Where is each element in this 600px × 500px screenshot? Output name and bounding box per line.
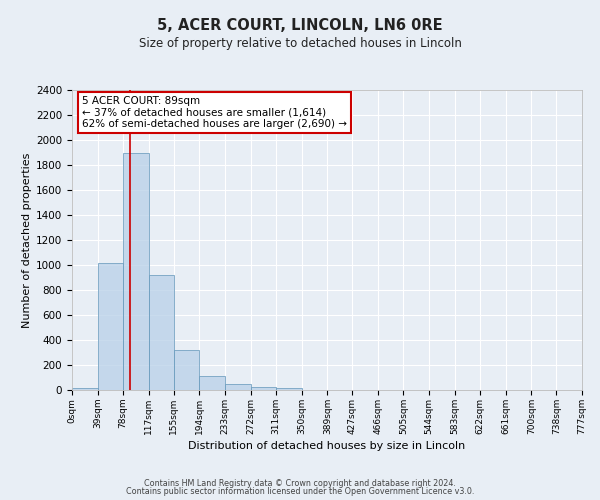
X-axis label: Distribution of detached houses by size in Lincoln: Distribution of detached houses by size …: [188, 441, 466, 451]
Text: Contains public sector information licensed under the Open Government Licence v3: Contains public sector information licen…: [126, 487, 474, 496]
Text: Contains HM Land Registry data © Crown copyright and database right 2024.: Contains HM Land Registry data © Crown c…: [144, 478, 456, 488]
Text: 5 ACER COURT: 89sqm
← 37% of detached houses are smaller (1,614)
62% of semi-det: 5 ACER COURT: 89sqm ← 37% of detached ho…: [82, 96, 347, 129]
Bar: [149, 275, 174, 390]
Bar: [123, 152, 149, 390]
Bar: [251, 387, 276, 390]
Bar: [72, 388, 98, 390]
Bar: [199, 376, 225, 390]
Text: Size of property relative to detached houses in Lincoln: Size of property relative to detached ho…: [139, 38, 461, 51]
Text: 5, ACER COURT, LINCOLN, LN6 0RE: 5, ACER COURT, LINCOLN, LN6 0RE: [157, 18, 443, 32]
Bar: [174, 350, 199, 390]
Bar: [276, 388, 302, 390]
Bar: [225, 384, 251, 390]
Bar: [98, 262, 123, 390]
Y-axis label: Number of detached properties: Number of detached properties: [22, 152, 32, 328]
